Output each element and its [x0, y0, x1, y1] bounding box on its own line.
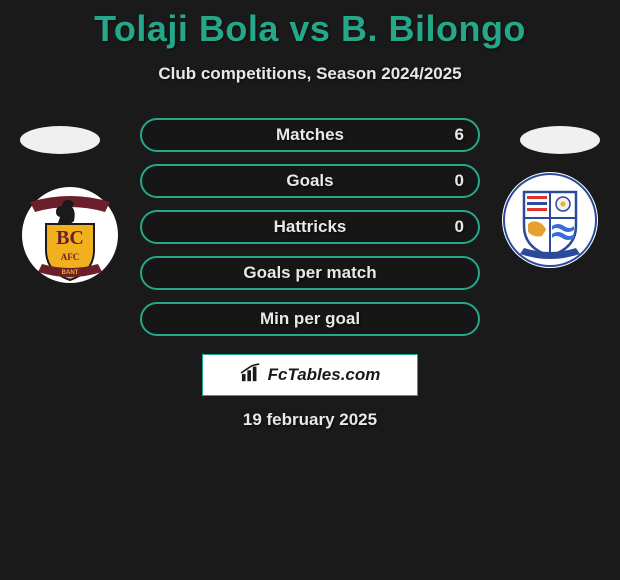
bar-chart-icon — [240, 363, 262, 388]
svg-text:BANT: BANT — [62, 270, 79, 276]
stat-row-hattricks: Hattricks 0 — [140, 210, 480, 244]
club-badge-right — [500, 170, 600, 270]
club-badge-left: BC AFC BANT — [20, 180, 120, 290]
stat-label: Min per goal — [260, 309, 360, 329]
stat-row-min-per-goal: Min per goal — [140, 302, 480, 336]
subtitle: Club competitions, Season 2024/2025 — [0, 64, 620, 84]
stat-label: Goals per match — [243, 263, 376, 283]
stat-row-matches: Matches 6 — [140, 118, 480, 152]
stat-value: 6 — [455, 125, 464, 145]
stats-area: Matches 6 Goals 0 Hattricks 0 Goals per … — [140, 118, 480, 348]
stat-value: 0 — [455, 171, 464, 191]
stat-label: Hattricks — [274, 217, 347, 237]
stat-label: Matches — [276, 125, 344, 145]
stat-value: 0 — [455, 217, 464, 237]
date-line: 19 february 2025 — [0, 410, 620, 430]
brand-text: FcTables.com — [268, 365, 381, 385]
player-left-head-placeholder — [20, 126, 100, 154]
stat-label: Goals — [286, 171, 333, 191]
svg-text:AFC: AFC — [61, 252, 80, 262]
page-title: Tolaji Bola vs B. Bilongo — [0, 0, 620, 50]
stat-row-goals: Goals 0 — [140, 164, 480, 198]
brand-box: FcTables.com — [202, 354, 418, 396]
svg-text:BC: BC — [56, 227, 84, 249]
stat-row-goals-per-match: Goals per match — [140, 256, 480, 290]
player-right-head-placeholder — [520, 126, 600, 154]
